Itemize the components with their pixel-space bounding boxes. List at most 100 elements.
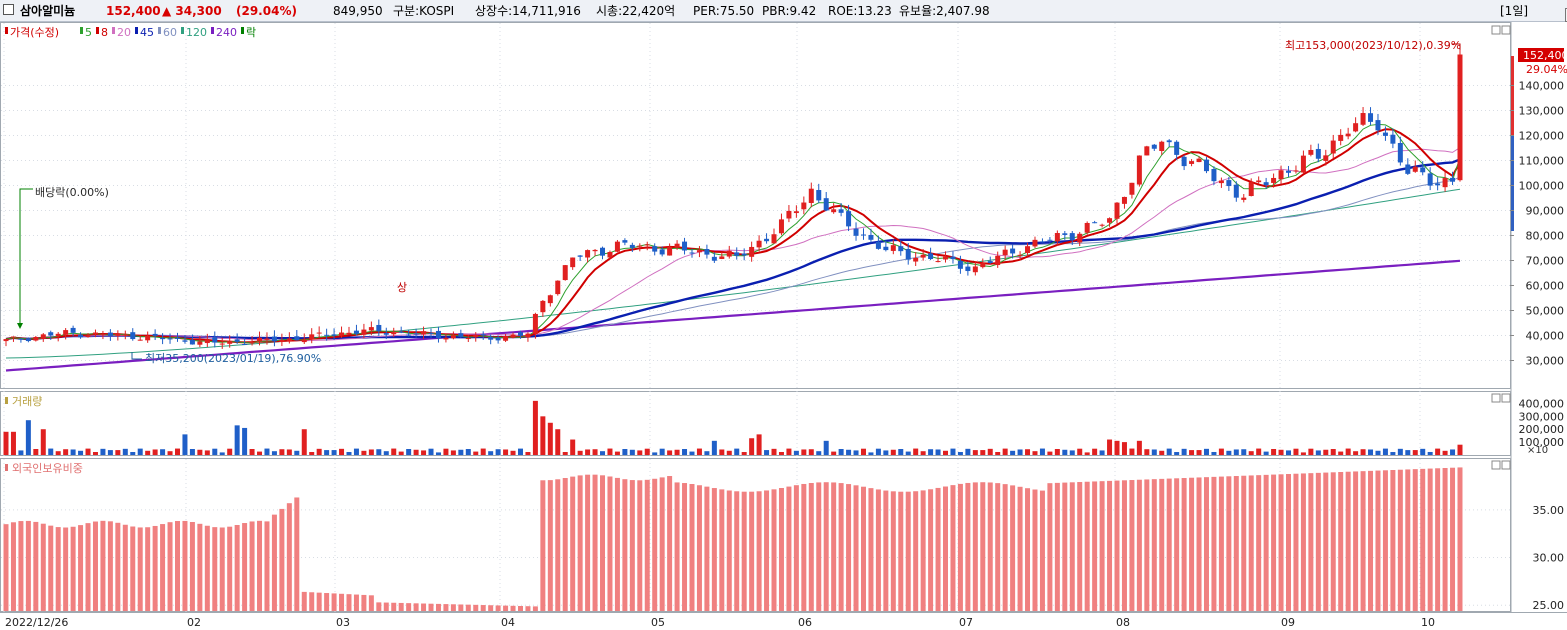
volume-bar [1062,449,1068,455]
volume-bar [443,448,449,455]
volume-restore-icon[interactable] [1491,393,1501,403]
select-checkbox[interactable] [3,4,14,15]
panel-restore-icon[interactable] [1491,25,1501,35]
price-tick: 100,000 [1519,180,1565,193]
ma45-line [5,158,1461,341]
candle-body [846,211,852,227]
candle-body [92,332,98,335]
candle-body [1218,180,1224,184]
foreign-close-icon[interactable] [1501,460,1511,470]
candle-body [868,234,874,240]
foreign-bar [801,483,807,611]
price-change: ▲ 34,300 [162,4,222,18]
volume-bar [316,448,322,455]
foreign-bar [1450,467,1456,611]
volume-bar [1107,439,1113,455]
foreign-bar [1047,483,1053,611]
candle-body [10,336,16,338]
volume-bar [860,448,866,455]
volume-bar [1390,452,1396,455]
candle-body [100,334,106,336]
volume-bar [1211,451,1217,455]
foreign-bar [1457,467,1463,611]
candle-body [1397,143,1403,163]
volume-bar [1315,450,1321,455]
foreign-bar [495,605,501,611]
volume-bar [846,449,852,455]
roe-value: ROE:13.23 [828,4,892,18]
foreign-bar [756,491,762,611]
foreign-bar [18,521,24,611]
foreign-bar [473,604,479,611]
foreign-bar [1077,482,1083,611]
foreign-bar [846,484,852,611]
legend-swatch [211,27,214,34]
candle-body [555,280,561,295]
foreign-bar [1382,470,1388,611]
close-icon[interactable]: × [1565,8,1567,22]
volume-bar [391,448,397,455]
volume-bar [734,448,740,455]
foreign-bar [1203,477,1209,611]
candle-body [234,339,240,342]
volume-bar [1174,452,1180,455]
foreign-bar [1256,475,1262,611]
volume-bar [547,422,553,455]
price-change-pct: (29.04%) [236,4,297,18]
foreign-bar [85,523,91,611]
legend-item: 45 [140,26,154,39]
volume-bar [726,450,732,455]
candle-body [860,234,866,236]
volume-bar [1442,450,1448,455]
candle-body [368,327,374,331]
volume-bar [33,449,39,455]
candle-body [659,249,665,255]
foreign-bar [1032,489,1038,611]
foreign-bar [674,482,680,611]
foreign-bar [383,602,389,611]
candle-body [197,341,203,345]
candle-body [622,240,628,243]
candle-body [428,332,434,334]
candle-body [1315,148,1321,159]
foreign-bar [182,520,188,611]
candle-body [771,234,777,244]
candle-body [816,190,822,201]
candle-body [1196,158,1202,163]
foreign-bar [1315,472,1321,611]
period-selector[interactable]: [1일] [1500,4,1529,18]
volume-bar [771,448,777,455]
foreign-bar [1233,476,1239,611]
foreign-bar [764,490,770,611]
volume-bar [1196,450,1202,455]
volume-bar [331,450,337,455]
volume-bar [1121,442,1127,455]
volume-bar [234,425,240,455]
foreign-bar [204,525,210,611]
foreign-bar [1420,468,1426,611]
candle-body [182,340,188,342]
foreign-bar [1017,486,1023,611]
foreign-restore-icon[interactable] [1491,460,1501,470]
volume-bar [585,449,591,455]
volume-bar [1397,448,1403,455]
panel-close-icon[interactable] [1501,25,1511,35]
candle-body [577,255,583,257]
volume-close-icon[interactable] [1501,393,1511,403]
foreign-bar [234,524,240,611]
candle-body [1054,233,1060,242]
volume-bar [465,449,471,455]
foreign-bar [1092,481,1098,611]
volume-unit: ×10 [1527,445,1548,456]
foreign-bar [868,488,874,611]
foreign-bar [63,527,69,611]
foreign-bar [1114,480,1120,611]
volume-bar [540,416,546,455]
volume-bar [1092,448,1098,455]
volume-bar [249,449,255,455]
candle-body [413,333,419,335]
candle-body [1382,132,1388,136]
candle-body [1427,173,1433,186]
foreign-bar [421,603,427,611]
volume-bar [659,448,665,455]
